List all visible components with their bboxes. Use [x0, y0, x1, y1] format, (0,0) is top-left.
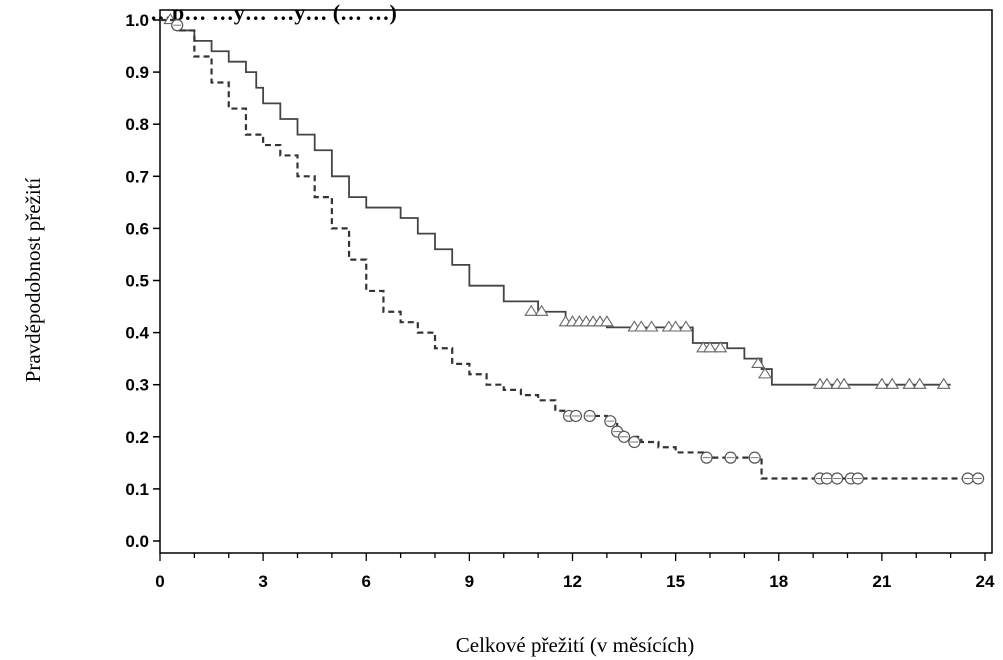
- censor-circle-marker: [724, 451, 737, 464]
- chart-title: …p… …y… …y… (… …): [150, 0, 397, 25]
- y-tick-label: 0.2: [125, 428, 149, 447]
- censor-triangle-marker: [668, 320, 683, 332]
- y-axis-title: Pravděpodobnost přežití: [21, 177, 45, 382]
- series-solid: [160, 12, 951, 389]
- censor-triangle-marker: [713, 341, 728, 353]
- y-tick-label: 0.3: [125, 376, 149, 395]
- censor-triangle-marker: [912, 377, 927, 389]
- censor-circle-marker: [961, 472, 974, 485]
- censor-triangle-marker: [819, 377, 834, 389]
- censor-circle-marker: [972, 472, 985, 485]
- censor-circle-marker: [831, 472, 844, 485]
- censor-triangle-marker: [874, 377, 889, 389]
- censor-triangle-marker: [751, 356, 766, 369]
- censor-circle-marker: [604, 415, 617, 428]
- censor-circle-marker: [583, 409, 596, 423]
- series-layer: [160, 12, 985, 485]
- censor-triangle-marker: [936, 377, 951, 389]
- survival-curve-dashed: [160, 18, 968, 480]
- y-tick-label: 1.0: [125, 11, 149, 30]
- censor-circle-marker: [628, 435, 641, 449]
- series-dashed: [160, 18, 985, 485]
- x-axis: 0 3 6 9 12 15 18 21 24: [155, 553, 995, 591]
- censor-triangle-marker: [703, 341, 717, 353]
- censor-circle-marker: [748, 451, 761, 464]
- x-tick-label: 9: [465, 572, 474, 591]
- censor-triangle-marker: [644, 320, 659, 332]
- x-tick-label: 12: [563, 572, 582, 591]
- survival-curve-solid: [160, 19, 951, 386]
- censor-triangle-marker: [599, 315, 614, 327]
- censor-triangle-marker: [534, 304, 549, 316]
- censor-triangle-marker: [902, 377, 917, 389]
- censor-triangle-marker: [634, 320, 649, 332]
- y-tick-label: 0.5: [125, 272, 149, 291]
- censor-circle-marker: [820, 472, 833, 485]
- y-tick-label: 0.6: [125, 219, 149, 238]
- censor-circle-marker: [617, 430, 631, 443]
- y-tick-label: 0.0: [125, 532, 149, 551]
- x-tick-label: 6: [362, 572, 371, 591]
- censor-circle-marker: [700, 451, 713, 464]
- censor-triangle-marker: [758, 367, 772, 379]
- censor-circle-marker: [569, 409, 583, 423]
- censor-triangle-marker: [885, 377, 900, 389]
- y-tick-label: 0.4: [125, 324, 149, 343]
- x-tick-label: 24: [976, 572, 995, 591]
- censor-circle-marker: [851, 472, 864, 485]
- y-tick-label: 0.7: [125, 167, 149, 186]
- censor-triangle-marker: [524, 304, 539, 316]
- x-tick-label: 3: [258, 572, 267, 591]
- x-tick-label: 0: [155, 572, 164, 591]
- x-tick-label: 21: [872, 572, 891, 591]
- y-tick-label: 0.8: [125, 115, 149, 134]
- censor-triangle-marker: [837, 377, 852, 389]
- censor-triangle-marker: [678, 320, 693, 332]
- censor-circle-marker: [171, 19, 184, 32]
- y-axis: 0.0 0.1 0.2 0.3 0.4 0.5 0.6 0.7 0.8 0.9 1.0: [125, 11, 160, 551]
- x-tick-label: 18: [769, 572, 788, 591]
- plot-frame: [159, 9, 993, 554]
- y-tick-label: 0.1: [125, 480, 149, 499]
- x-tick-label: 15: [666, 572, 685, 591]
- y-tick-label: 0.9: [125, 63, 149, 82]
- x-axis-title: Celkové přežití (v měsících): [456, 633, 695, 657]
